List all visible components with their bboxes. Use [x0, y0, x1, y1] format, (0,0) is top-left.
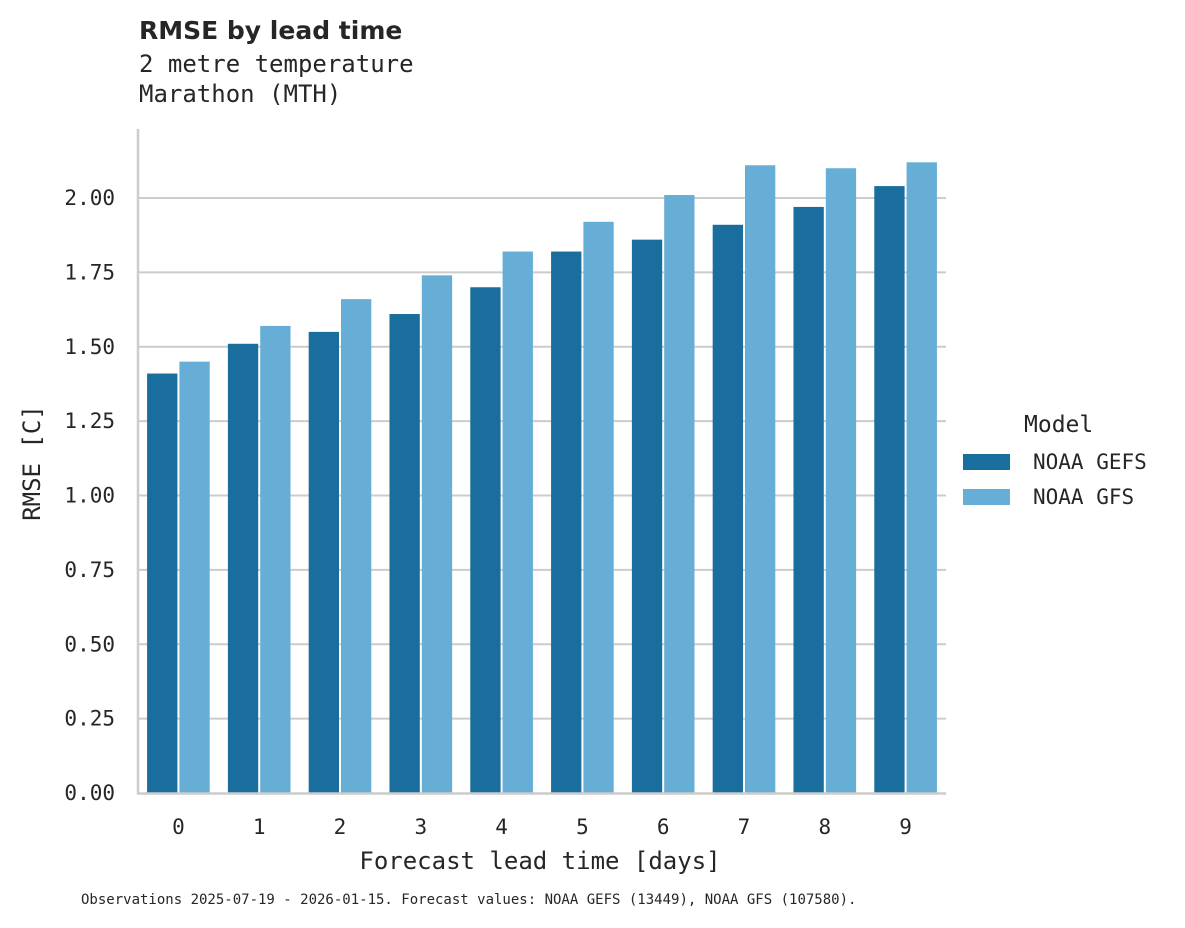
y-tick-label: 1.25	[64, 409, 115, 433]
footer-note: Observations 2025-07-19 - 2026-01-15. Fo…	[81, 892, 857, 908]
bar-noaa-gefs-1	[227, 343, 259, 793]
y-gridlines	[138, 197, 946, 720]
bar-noaa-gfs-9	[906, 162, 937, 794]
legend-swatch-gefs	[963, 453, 1010, 470]
y-tick-label: 0.00	[64, 781, 115, 805]
x-tick-label: 7	[738, 815, 751, 839]
y-tick-label: 0.50	[64, 632, 115, 656]
x-tick-label: 8	[818, 815, 831, 839]
chart-subtitle-station: Marathon (MTH)	[139, 80, 342, 108]
y-tick-label: 1.75	[64, 260, 115, 284]
legend-swatch-gfs	[963, 488, 1010, 505]
legend-label-gefs: NOAA GEFS	[1033, 449, 1147, 474]
bar-noaa-gfs-5	[583, 221, 614, 794]
bar-noaa-gefs-2	[308, 331, 339, 793]
x-tick-label: 4	[495, 815, 508, 839]
bar-noaa-gefs-6	[631, 239, 663, 793]
chart-subtitle-variable: 2 metre temperature	[139, 50, 414, 78]
legend-item-gefs: NOAA GEFS	[963, 444, 1147, 479]
bar-noaa-gefs-7	[712, 224, 743, 793]
bar-noaa-gfs-3	[421, 275, 453, 794]
bars	[147, 162, 937, 794]
x-tick-label: 6	[657, 815, 670, 839]
bar-noaa-gfs-1	[260, 325, 291, 793]
bar-noaa-gefs-5	[551, 251, 582, 794]
y-tick-label: 1.00	[64, 484, 115, 508]
bar-noaa-gefs-3	[389, 314, 420, 793]
x-tick-label: 3	[414, 815, 427, 839]
y-tick-label: 2.00	[64, 186, 115, 210]
bar-noaa-gfs-4	[502, 251, 533, 794]
y-tick-label: 0.25	[64, 707, 115, 731]
x-tick-label: 0	[172, 815, 185, 839]
x-axis-ticks: 0 1 2 3 4 5 6 7 8 9	[172, 815, 912, 839]
bar-noaa-gfs-2	[341, 299, 372, 793]
x-tick-label: 5	[576, 815, 589, 839]
bar-noaa-gfs-8	[825, 168, 857, 793]
y-tick-label: 0.75	[64, 558, 115, 582]
bar-noaa-gfs-7	[745, 165, 776, 793]
bar-noaa-gfs-0	[179, 361, 210, 793]
bar-noaa-gefs-8	[793, 206, 824, 794]
x-tick-label: 1	[253, 815, 266, 839]
legend: Model NOAA GEFS NOAA GFS	[963, 412, 1147, 514]
chart-title: RMSE by lead time	[139, 16, 403, 45]
y-axis-label: RMSE [C]	[18, 405, 46, 521]
bar-noaa-gefs-0	[147, 373, 178, 793]
bar-noaa-gefs-4	[470, 287, 501, 793]
bar-noaa-gefs-9	[874, 186, 905, 794]
y-axis-ticks: 0.00 0.25 0.50 0.75 1.00 1.25 1.50 1.75 2.00	[64, 186, 115, 805]
legend-title: Model	[1024, 412, 1094, 438]
legend-item-gfs: NOAA GFS	[963, 479, 1147, 514]
x-tick-label: 9	[899, 815, 912, 839]
x-axis-label: Forecast lead time [days]	[359, 847, 720, 875]
bar-noaa-gfs-6	[664, 195, 695, 793]
legend-label-gfs: NOAA GFS	[1033, 484, 1135, 509]
x-tick-label: 2	[334, 815, 347, 839]
y-tick-label: 1.50	[64, 335, 115, 359]
